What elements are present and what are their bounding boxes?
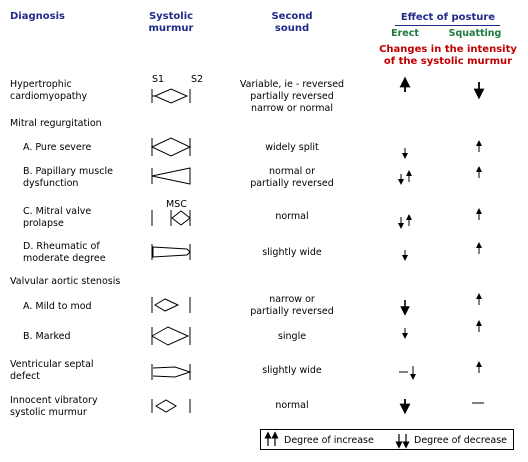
header-second-sound: Second sound bbox=[271, 11, 313, 34]
diagnosis-pure-severe: A. Pure severe bbox=[23, 142, 92, 153]
murmur-vsd bbox=[151, 364, 192, 380]
intensity-note: Changes in the intensity of the systolic… bbox=[379, 44, 517, 67]
murmur-innocent bbox=[151, 399, 191, 413]
diagnosis-innocent: Innocent vibratory systolic murmur bbox=[10, 395, 98, 418]
murmur-mild-mod bbox=[151, 297, 191, 313]
murmur-hcm bbox=[151, 88, 191, 104]
header-divider bbox=[395, 25, 500, 26]
group-aortic-stenosis: Valvular aortic stenosis bbox=[10, 276, 121, 287]
diagnosis-mild-mod: A. Mild to mod bbox=[23, 301, 92, 312]
diagnosis-mvp: C. Mitral valve prolapse bbox=[23, 206, 92, 229]
msc-label: MSC bbox=[166, 199, 187, 210]
murmur-pure-severe bbox=[150, 137, 192, 157]
diagnosis-vsd: Ventricular septal defect bbox=[10, 359, 94, 382]
s2-label: S2 bbox=[191, 74, 203, 85]
second-sound-mvp: normal bbox=[275, 211, 309, 222]
diagnosis-marked: B. Marked bbox=[23, 331, 71, 342]
subheader-erect: Erect bbox=[391, 28, 419, 39]
murmur-mvp bbox=[151, 210, 191, 226]
murmur-rheumatic bbox=[151, 244, 191, 260]
legend-box bbox=[260, 429, 514, 450]
second-sound-papillary: normal or partially reversed bbox=[250, 166, 334, 189]
header-systolic-murmur: Systolic murmur bbox=[148, 11, 194, 34]
second-sound-vsd: slightly wide bbox=[262, 365, 322, 376]
header-diagnosis: Diagnosis bbox=[10, 11, 65, 22]
group-mitral-regurgitation: Mitral regurgitation bbox=[10, 118, 102, 129]
second-sound-innocent: normal bbox=[275, 400, 309, 411]
s1-label: S1 bbox=[152, 74, 164, 85]
legend-increase-label: Degree of increase bbox=[284, 435, 374, 446]
murmur-marked bbox=[150, 326, 191, 346]
second-sound-marked: single bbox=[277, 331, 307, 342]
legend-decrease-label: Degree of decrease bbox=[414, 435, 508, 446]
second-sound-rheumatic: slightly wide bbox=[262, 247, 322, 258]
second-sound-pure-severe: widely split bbox=[265, 142, 319, 153]
diagnosis-rheumatic: D. Rheumatic of moderate degree bbox=[23, 241, 106, 264]
header-effect-of-posture: Effect of posture bbox=[400, 12, 496, 23]
subheader-squatting: Squatting bbox=[448, 28, 502, 39]
diagnosis-hcm: Hypertrophic cardiomyopathy bbox=[10, 79, 88, 102]
diagnosis-papillary: B. Papillary muscle dysfunction bbox=[23, 166, 113, 189]
murmur-papillary bbox=[151, 167, 191, 185]
second-sound-mild-mod: narrow or partially reversed bbox=[250, 294, 334, 317]
second-sound-hcm: Variable, ie - reversed partially reverse… bbox=[239, 79, 345, 114]
